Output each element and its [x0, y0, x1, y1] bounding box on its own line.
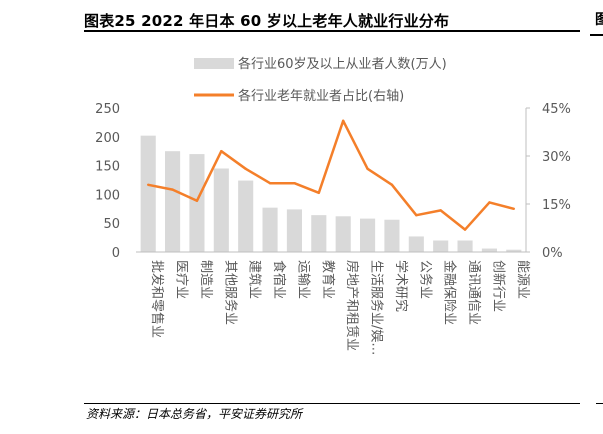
category-label: 食宿业	[271, 260, 287, 299]
bar	[433, 240, 449, 252]
right-tick-label: 45%	[542, 102, 571, 117]
left-tick-label: 150	[95, 160, 120, 175]
adjacent-figure-edge	[590, 6, 603, 36]
left-tick-label: 100	[95, 188, 120, 203]
line-point	[146, 183, 150, 186]
line-point	[366, 167, 369, 170]
line-point	[415, 214, 418, 217]
left-tick-label: 50	[103, 217, 120, 232]
bar	[506, 249, 522, 252]
adjacent-figure-title-fragment: 图	[595, 12, 603, 28]
bar-series	[140, 135, 522, 252]
header-rule	[84, 30, 580, 32]
source-note: 资料来源：日本总务省，平安证券研究所	[86, 407, 303, 421]
bar	[408, 236, 424, 252]
line-point	[268, 182, 272, 185]
line-point	[195, 199, 199, 202]
bar	[189, 154, 205, 252]
bar	[213, 168, 229, 252]
bar	[140, 135, 156, 252]
line-point	[488, 201, 491, 204]
bar	[335, 216, 351, 252]
bar	[311, 215, 327, 252]
line-point	[512, 207, 516, 210]
legend-bar-swatch	[194, 58, 234, 69]
bar	[481, 248, 497, 252]
bar	[457, 240, 473, 252]
bar	[238, 180, 254, 252]
category-label: 能源业	[515, 260, 530, 299]
category-label: 金融保险业	[442, 260, 458, 325]
line-point	[220, 150, 223, 153]
line-point	[439, 209, 442, 212]
chart: 各行业60岁及以上从业者人数(万人) 各行业老年就业者占比(右轴) 0 50 100…	[95, 56, 571, 355]
category-label: 生活服务业/娱…	[369, 260, 385, 355]
left-tick-label: 200	[95, 131, 120, 146]
line-point	[463, 228, 467, 231]
category-label: 制造业	[198, 260, 213, 299]
category-label: 学术研究	[393, 260, 409, 312]
bar	[360, 218, 376, 252]
line-point	[317, 191, 321, 194]
bar	[165, 151, 181, 252]
category-label: 创新行业	[490, 260, 506, 312]
category-label: 教育业	[320, 260, 336, 299]
line-point	[390, 183, 394, 186]
left-axis: 0 50 100 150 200 250	[95, 102, 120, 261]
line-point	[171, 188, 174, 191]
line-series	[147, 119, 515, 231]
line-point	[293, 182, 296, 185]
category-label: 医疗业	[174, 260, 189, 299]
legend-line-label: 各行业老年就业者占比(右轴)	[238, 88, 404, 104]
right-axis: 0% 15% 30% 45%	[525, 102, 571, 261]
adjacent-footer-rule	[596, 403, 603, 404]
figure-header: 图表25 2022 年日本 60 岁以上老年人就业行业分布	[84, 6, 580, 32]
line-point	[341, 119, 345, 123]
category-label: 通讯通信业	[466, 260, 481, 325]
category-labels: 批发和零售业 医疗业 制造业 其他服务业 建筑业 食宿业 运输业 教育业 房地产和租赁业 生活服务…	[149, 260, 530, 355]
category-label: 建筑业	[247, 260, 263, 299]
left-tick-label: 250	[95, 102, 120, 117]
bar	[286, 209, 302, 252]
legend-bar-label: 各行业60岁及以上从业者人数(万人)	[238, 56, 447, 72]
category-label: 批发和零售业	[149, 260, 165, 338]
category-label: 房地产和租赁业	[344, 260, 360, 351]
figure-title: 图表25 2022 年日本 60 岁以上老年人就业行业分布	[84, 12, 450, 30]
left-tick-label: 0	[112, 246, 120, 261]
bar	[384, 219, 400, 252]
category-label: 其他服务业	[222, 260, 238, 325]
right-tick-label: 15%	[542, 198, 571, 213]
legend: 各行业60岁及以上从业者人数(万人) 各行业老年就业者占比(右轴)	[194, 56, 447, 104]
line-point	[244, 167, 247, 170]
category-label: 公务业	[417, 260, 433, 299]
category-label: 运输业	[295, 260, 311, 299]
right-tick-label: 0%	[542, 246, 563, 261]
bar	[262, 207, 278, 252]
footer-rule	[84, 403, 580, 404]
right-tick-label: 30%	[542, 150, 571, 165]
